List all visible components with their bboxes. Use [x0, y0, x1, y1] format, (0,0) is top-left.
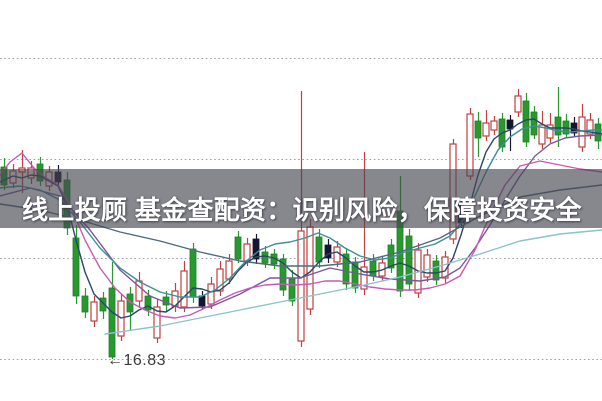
ma-teal	[0, 125, 602, 298]
ma-fast-navy	[0, 118, 602, 319]
ma-purple	[0, 134, 602, 309]
ma-magenta	[0, 152, 602, 319]
ma-lightcyan	[104, 229, 602, 335]
